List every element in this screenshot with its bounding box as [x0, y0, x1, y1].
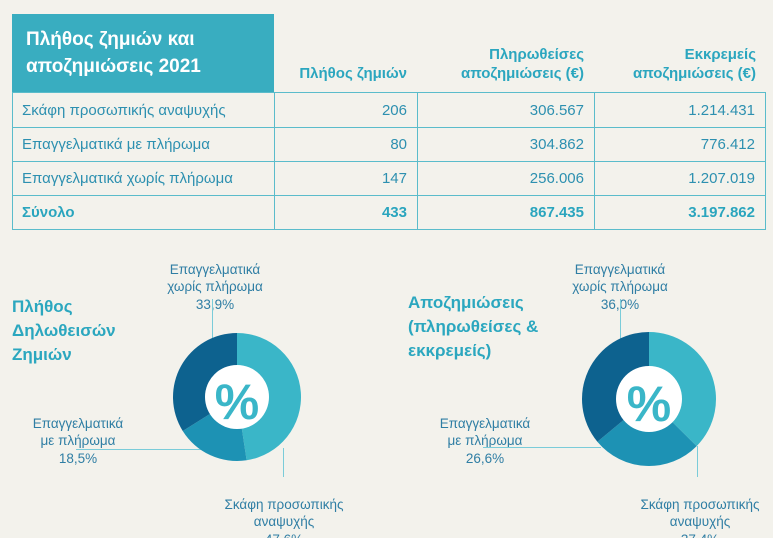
slice-percentage: 33,9%: [195, 296, 235, 312]
leader-line: [697, 446, 698, 477]
slice-percentage: 18,5%: [58, 450, 98, 466]
claims-donut-chart: [173, 333, 301, 461]
row-claims-value: 80: [274, 128, 417, 161]
row-paid-value: 306.567: [417, 93, 594, 127]
row-label: Σκάφη προσωπικής αναψυχής: [22, 101, 226, 119]
percent-symbol: %: [214, 374, 260, 430]
leader-line: [76, 449, 206, 450]
row-pending-value: 776.412: [594, 128, 765, 161]
pie-slice: [649, 332, 716, 447]
total-paid-value: 867.435: [417, 196, 594, 229]
table-body: Σκάφη προσωπικής αναψυχής 206 306.567 1.…: [12, 92, 766, 230]
row-claims-value: 206: [274, 93, 417, 127]
chart-claims-title: Πλήθος Δηλωθεισών Ζημιών: [12, 297, 116, 364]
column-header-claims: Πλήθος ζημιών: [299, 65, 407, 82]
row-label: Επαγγελματικά χωρίς πλήρωμα: [22, 170, 233, 187]
slice-label: Σκάφη προσωπικής αναψυχής: [640, 496, 760, 530]
leader-line: [620, 299, 621, 342]
chart-claims-label-without-crew: Επαγγελματικά χωρίς πλήρωμα 33,9%: [135, 243, 295, 331]
pie-slice: [597, 399, 697, 466]
row-pending-value: 1.207.019: [594, 162, 765, 195]
leader-line: [212, 299, 213, 346]
slice-label: Σκάφη προσωπικής αναψυχής: [224, 496, 344, 530]
slice-label: Επαγγελματικά με πλήρωμα: [32, 415, 124, 449]
slice-label: Επαγγελματικά με πλήρωμα: [439, 415, 531, 449]
pie-slice: [582, 332, 649, 442]
chart-compensation-label-with-crew: Επαγγελματικά με πλήρωμα 26,6%: [415, 397, 555, 485]
donut-hole: [205, 365, 269, 429]
donut-hole: [616, 366, 682, 432]
chart-claims-label-recreational: Σκάφη προσωπικής αναψυχής 47,6%: [213, 478, 355, 538]
total-pending-value: 3.197.862: [594, 196, 765, 229]
column-header-paid: Πληρωθείσες αποζημιώσεις (€): [460, 46, 584, 82]
table-row: Επαγγελματικά με πλήρωμα 80 304.862 776.…: [13, 127, 765, 161]
slice-percentage: 47,6%: [213, 531, 355, 538]
table-title-box: Πλήθος ζημιών και αποζημιώσεις 2021: [12, 14, 274, 92]
row-pending-value: 1.214.431: [594, 93, 765, 127]
column-header-pending: Εκκρεμείς αποζημιώσεις (€): [632, 46, 756, 82]
compensation-donut-chart: [582, 332, 716, 466]
table-header-row: Πλήθος ζημιών και αποζημιώσεις 2021 Πλήθ…: [12, 14, 766, 92]
slice-label: Επαγγελματικά χωρίς πλήρωμα: [572, 261, 668, 295]
table-row: Επαγγελματικά χωρίς πλήρωμα 147 256.006 …: [13, 161, 765, 195]
total-claims-value: 433: [274, 196, 417, 229]
row-paid-value: 304.862: [417, 128, 594, 161]
pie-slice: [237, 333, 301, 461]
slice-label: Επαγγελματικά χωρίς πλήρωμα: [167, 261, 263, 295]
chart-compensation-label-recreational: Σκάφη προσωπικής αναψυχής 37,4%: [629, 478, 771, 538]
leader-line: [483, 447, 601, 448]
table-row: Σκάφη προσωπικής αναψυχής 206 306.567 1.…: [13, 93, 765, 127]
row-label: Επαγγελματικά με πλήρωμα: [22, 136, 210, 153]
table-total-row: Σύνολο 433 867.435 3.197.862: [13, 195, 765, 229]
row-paid-value: 256.006: [417, 162, 594, 195]
percent-symbol: %: [626, 376, 672, 432]
total-label: Σύνολο: [22, 204, 75, 221]
slice-percentage: 26,6%: [465, 450, 505, 466]
chart-compensation-title: Αποζημιώσεις (πληρωθείσες & εκκρεμείς): [408, 293, 539, 360]
claims-table: Πλήθος ζημιών και αποζημιώσεις 2021 Πλήθ…: [12, 14, 766, 230]
row-claims-value: 147: [274, 162, 417, 195]
chart-claims-label-with-crew: Επαγγελματικά με πλήρωμα 18,5%: [8, 397, 148, 485]
slice-percentage: 37,4%: [629, 531, 771, 538]
leader-line: [283, 448, 284, 477]
